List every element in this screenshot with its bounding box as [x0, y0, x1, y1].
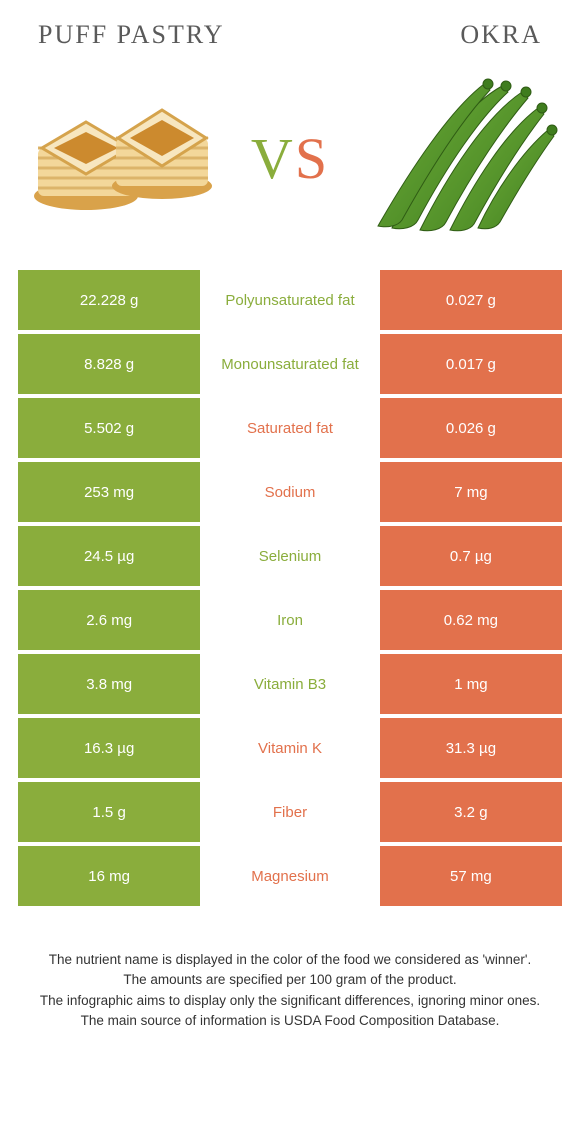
table-row: 5.502 gSaturated fat0.026 g	[18, 398, 562, 458]
nutrient-label-cell: Selenium	[200, 526, 380, 586]
table-row: 16.3 µgVitamin K31.3 µg	[18, 718, 562, 778]
left-value-cell: 24.5 µg	[18, 526, 200, 586]
footer-notes: The nutrient name is displayed in the co…	[18, 910, 562, 1031]
table-row: 22.228 gPolyunsaturated fat0.027 g	[18, 270, 562, 330]
nutrient-label-cell: Monounsaturated fat	[200, 334, 380, 394]
right-value-cell: 0.026 g	[380, 398, 562, 458]
left-value-cell: 2.6 mg	[18, 590, 200, 650]
left-value-cell: 3.8 mg	[18, 654, 200, 714]
comparison-table: 22.228 gPolyunsaturated fat0.027 g8.828 …	[18, 270, 562, 906]
right-value-cell: 1 mg	[380, 654, 562, 714]
vs-v-letter: V	[251, 126, 295, 191]
right-value-cell: 0.027 g	[380, 270, 562, 330]
nutrient-label-cell: Magnesium	[200, 846, 380, 906]
left-value-cell: 253 mg	[18, 462, 200, 522]
left-value-cell: 22.228 g	[18, 270, 200, 330]
table-row: 253 mgSodium7 mg	[18, 462, 562, 522]
table-row: 24.5 µgSelenium0.7 µg	[18, 526, 562, 586]
nutrient-label-cell: Vitamin K	[200, 718, 380, 778]
nutrient-label-cell: Saturated fat	[200, 398, 380, 458]
table-row: 16 mgMagnesium57 mg	[18, 846, 562, 906]
left-value-cell: 16 mg	[18, 846, 200, 906]
left-value-cell: 16.3 µg	[18, 718, 200, 778]
left-value-cell: 8.828 g	[18, 334, 200, 394]
right-value-cell: 0.7 µg	[380, 526, 562, 586]
nutrient-label-cell: Vitamin B3	[200, 654, 380, 714]
footer-line-1: The nutrient name is displayed in the co…	[28, 950, 552, 970]
okra-icon	[362, 78, 562, 238]
right-food-title: Okra	[460, 20, 542, 50]
right-value-cell: 57 mg	[380, 846, 562, 906]
vs-label: VS	[251, 125, 329, 192]
left-value-cell: 1.5 g	[18, 782, 200, 842]
table-row: 2.6 mgIron0.62 mg	[18, 590, 562, 650]
nutrient-label-cell: Sodium	[200, 462, 380, 522]
right-value-cell: 3.2 g	[380, 782, 562, 842]
puff-pastry-icon	[18, 78, 218, 238]
hero-row: VS	[18, 60, 562, 270]
table-row: 3.8 mgVitamin B31 mg	[18, 654, 562, 714]
footer-line-3: The infographic aims to display only the…	[28, 991, 552, 1011]
table-row: 1.5 gFiber3.2 g	[18, 782, 562, 842]
table-row: 8.828 gMonounsaturated fat0.017 g	[18, 334, 562, 394]
nutrient-label-cell: Fiber	[200, 782, 380, 842]
footer-line-4: The main source of information is USDA F…	[28, 1011, 552, 1031]
footer-line-2: The amounts are specified per 100 gram o…	[28, 970, 552, 990]
nutrient-label-cell: Polyunsaturated fat	[200, 270, 380, 330]
right-value-cell: 0.62 mg	[380, 590, 562, 650]
vs-s-letter: S	[295, 126, 329, 191]
nutrient-label-cell: Iron	[200, 590, 380, 650]
header-row: Puff Pastry Okra	[18, 20, 562, 60]
right-value-cell: 0.017 g	[380, 334, 562, 394]
puff-pastry-image	[18, 78, 218, 238]
left-value-cell: 5.502 g	[18, 398, 200, 458]
left-food-title: Puff Pastry	[38, 20, 225, 50]
okra-image	[362, 78, 562, 238]
right-value-cell: 7 mg	[380, 462, 562, 522]
right-value-cell: 31.3 µg	[380, 718, 562, 778]
